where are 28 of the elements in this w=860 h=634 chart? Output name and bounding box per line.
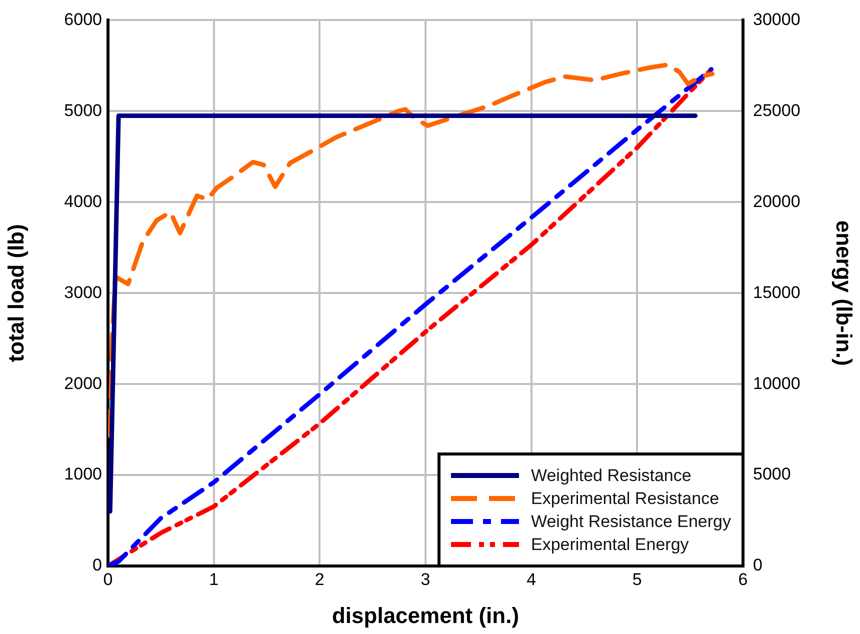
x-tick-label: 6 (738, 570, 748, 589)
y2-tick-label: 25000 (753, 100, 800, 120)
y2-tick-label: 10000 (753, 374, 800, 393)
y-tick-label: 5000 (64, 100, 102, 120)
x-tick-label: 1 (209, 570, 219, 589)
y-tick-label: 6000 (64, 10, 102, 29)
x-tick-label: 4 (526, 570, 536, 589)
y2-tick-label: 15000 (753, 282, 800, 302)
legend-label: Experimental Energy (530, 535, 690, 554)
legend-label: Experimental Resistance (530, 489, 720, 508)
x-tick-label: 2 (314, 570, 324, 589)
line-series (108, 62, 715, 438)
legend-label: Weighted Resistance (530, 466, 692, 486)
y-tick-label: 1000 (64, 464, 102, 484)
x-tick-label: 3 (420, 570, 430, 589)
y2-tick-label: 5000 (753, 464, 791, 484)
y-tick-label: 3000 (64, 282, 102, 302)
y-tick-label: 2000 (64, 374, 102, 393)
y-axis-title: total load (lb) (3, 224, 28, 362)
y2-tick-label: 0 (753, 556, 762, 575)
y2-axis-title: energy (lb-in.) (832, 220, 857, 366)
x-axis-title: displacement (in.) (332, 602, 520, 628)
y2-tick-label: 30000 (753, 10, 800, 29)
y2-tick-label: 20000 (753, 192, 800, 211)
x-tick-label: 5 (632, 570, 642, 589)
y-tick-label: 4000 (64, 192, 102, 211)
y-tick-label: 0 (92, 556, 102, 575)
legend-label: Weight Resistance Energy (530, 512, 732, 532)
